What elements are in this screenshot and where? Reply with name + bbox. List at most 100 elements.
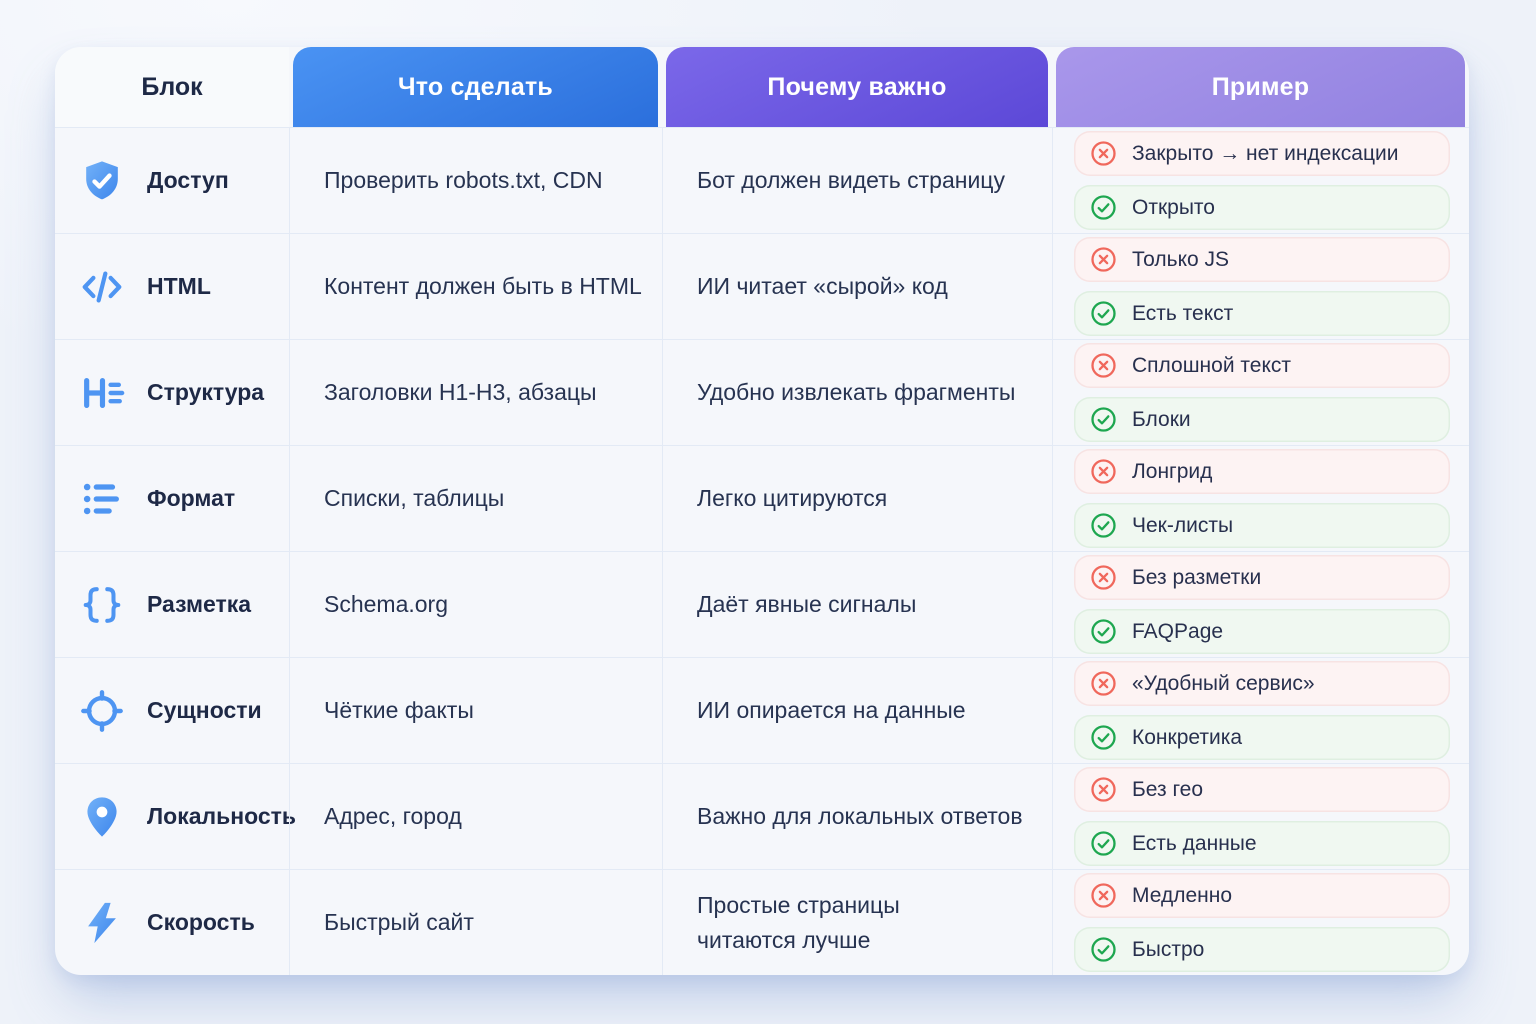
example-cell: Только JS Есть текст — [1052, 234, 1469, 339]
bad-example-text: Лонгрид — [1132, 459, 1213, 483]
check-circle-icon — [1090, 724, 1117, 751]
why-cell: Даёт явные сигналы — [662, 552, 1052, 657]
table-row: HTML Контент должен быть в HTML ИИ читае… — [55, 233, 1469, 339]
why-text: Удобно извлекать фрагменты — [697, 379, 1016, 406]
block-label: Скорость — [147, 909, 255, 935]
what-text: Списки, таблицы — [324, 485, 505, 512]
why-text: Легко цитируются — [697, 485, 888, 512]
example-cell: Без гео Есть данные — [1052, 764, 1469, 869]
check-circle-icon — [1090, 512, 1117, 539]
column-header-label: Что сделать — [398, 72, 553, 101]
table-row: Формат Списки, таблицы Легко цитируются … — [55, 445, 1469, 551]
bad-example-badge: Закрыто → нет индексации — [1074, 131, 1450, 176]
good-example-badge: Чек-листы — [1074, 503, 1450, 548]
what-cell: Чёткие факты — [289, 658, 662, 763]
good-example-badge: Блоки — [1074, 397, 1450, 442]
bad-example-text: Медленно — [1132, 883, 1233, 907]
good-example-text: Чек-листы — [1132, 513, 1234, 537]
bad-example-badge: Лонгрид — [1074, 449, 1450, 494]
shield-check-icon — [79, 158, 125, 204]
why-cell: Легко цитируются — [662, 446, 1052, 551]
good-example-text: Открыто — [1132, 195, 1215, 219]
what-cell: Адрес, город — [289, 764, 662, 869]
what-cell: Списки, таблицы — [289, 446, 662, 551]
what-text: Чёткие факты — [324, 697, 474, 724]
column-header-label: Почему важно — [767, 72, 947, 101]
bad-example-text: Закрыто → нет индексации — [1132, 141, 1399, 165]
good-example-text: FAQPage — [1132, 619, 1224, 643]
good-example-text: Есть текст — [1132, 301, 1234, 325]
why-cell: Простые страницы читаются лучше — [662, 870, 1052, 975]
bad-example-text: Без разметки — [1132, 565, 1262, 589]
why-text: Даёт явные сигналы — [697, 591, 917, 618]
example-cell: Закрыто → нет индексации Открыто — [1052, 128, 1469, 233]
what-text: Schema.org — [324, 591, 449, 618]
cross-circle-icon — [1090, 458, 1117, 485]
column-header-label: Пример — [1211, 72, 1310, 101]
example-cell: Лонгрид Чек-листы — [1052, 446, 1469, 551]
why-text: Простые страницы читаются лучше — [697, 892, 900, 953]
table-header-row: Блок Что сделать Почему важно Пример — [55, 47, 1469, 127]
target-icon — [79, 688, 125, 734]
why-cell: ИИ опирается на данные — [662, 658, 1052, 763]
table-body: Доступ Проверить robots.txt, CDN Бот дол… — [55, 127, 1469, 975]
cross-circle-icon — [1090, 776, 1117, 803]
what-text: Адрес, город — [324, 803, 462, 830]
cross-circle-icon — [1090, 140, 1117, 167]
example-cell: Без разметки FAQPage — [1052, 552, 1469, 657]
bad-example-text: Только JS — [1132, 247, 1230, 271]
bad-example-text: «Удобный сервис» — [1132, 671, 1315, 695]
table-row: Разметка Schema.org Даёт явные сигналы Б… — [55, 551, 1469, 657]
curly-braces-icon — [79, 582, 125, 628]
block-cell: Локальность — [55, 764, 296, 869]
what-text: Быстрый сайт — [324, 909, 474, 936]
good-example-badge: Быстро — [1074, 927, 1450, 972]
what-text: Проверить robots.txt, CDN — [324, 167, 603, 194]
list-icon — [79, 476, 125, 522]
why-cell: Важно для локальных ответов — [662, 764, 1052, 869]
bad-example-badge: Без гео — [1074, 767, 1450, 812]
block-label: HTML — [147, 273, 211, 299]
good-example-badge: Есть текст — [1074, 291, 1450, 336]
table-row: Скорость Быстрый сайт Простые страницы ч… — [55, 869, 1469, 975]
example-cell: «Удобный сервис» Конкретика — [1052, 658, 1469, 763]
check-circle-icon — [1090, 406, 1117, 433]
check-circle-icon — [1090, 300, 1117, 327]
good-example-badge: Есть данные — [1074, 821, 1450, 866]
code-icon — [79, 264, 125, 310]
cross-circle-icon — [1090, 352, 1117, 379]
good-example-text: Конкретика — [1132, 725, 1243, 749]
bad-example-text: Сплошной текст — [1132, 353, 1291, 377]
cross-circle-icon — [1090, 882, 1117, 909]
column-header-block: Блок — [55, 47, 289, 127]
table-row: Структура Заголовки H1-H3, абзацы Удобно… — [55, 339, 1469, 445]
table-row: Локальность Адрес, город Важно для локал… — [55, 763, 1469, 869]
block-cell: Сущности — [55, 658, 289, 763]
why-text: ИИ читает «сырой» код — [697, 273, 948, 300]
why-text: ИИ опирается на данные — [697, 697, 966, 724]
cross-circle-icon — [1090, 670, 1117, 697]
bad-example-badge: Сплошной текст — [1074, 343, 1450, 388]
column-header-example: Пример — [1056, 47, 1465, 127]
example-cell: Медленно Быстро — [1052, 870, 1469, 975]
example-cell: Сплошной текст Блоки — [1052, 340, 1469, 445]
bad-example-badge: Только JS — [1074, 237, 1450, 282]
table-row: Сущности Чёткие факты ИИ опирается на да… — [55, 657, 1469, 763]
what-cell: Schema.org — [289, 552, 662, 657]
table-row: Доступ Проверить robots.txt, CDN Бот дол… — [55, 127, 1469, 233]
cross-circle-icon — [1090, 564, 1117, 591]
why-cell: Удобно извлекать фрагменты — [662, 340, 1052, 445]
good-example-text: Быстро — [1132, 937, 1205, 961]
good-example-badge: FAQPage — [1074, 609, 1450, 654]
bad-example-badge: Без разметки — [1074, 555, 1450, 600]
bad-example-badge: Медленно — [1074, 873, 1450, 918]
good-example-badge: Конкретика — [1074, 715, 1450, 760]
block-label: Сущности — [147, 697, 262, 723]
bad-example-text: Без гео — [1132, 777, 1204, 801]
why-cell: Бот должен видеть страницу — [662, 128, 1052, 233]
block-cell: Структура — [55, 340, 289, 445]
heading-structure-icon — [79, 370, 125, 416]
block-label: Разметка — [147, 591, 252, 617]
check-circle-icon — [1090, 936, 1117, 963]
